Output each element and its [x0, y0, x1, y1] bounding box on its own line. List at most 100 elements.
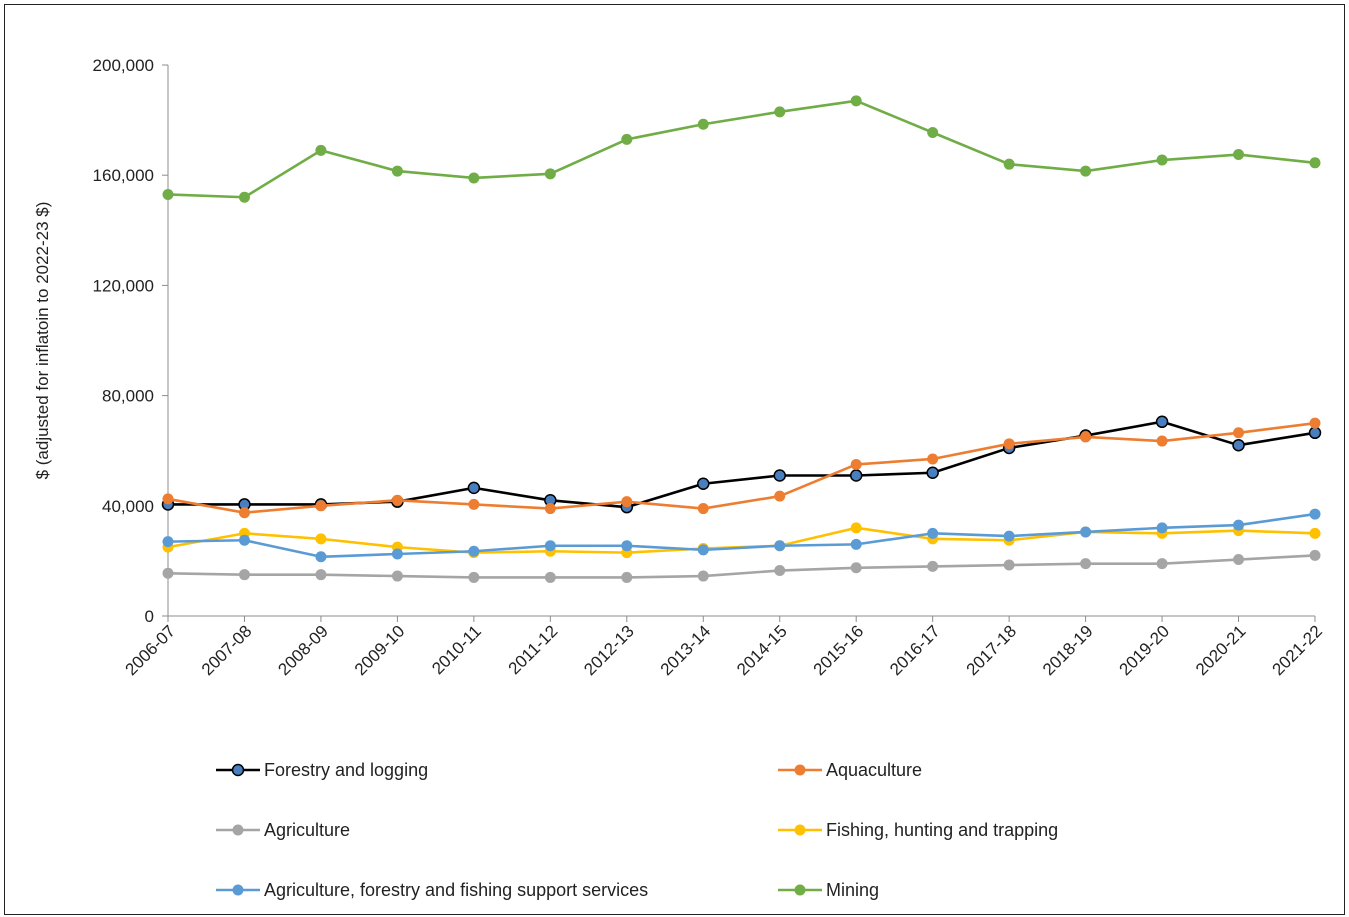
data-point[interactable] — [238, 534, 250, 546]
data-point[interactable] — [774, 106, 786, 118]
data-point[interactable] — [621, 540, 633, 552]
data-point[interactable] — [1003, 559, 1015, 571]
data-point[interactable] — [850, 562, 862, 574]
x-axis-ticks: 2006-07 2007-08 2008-09 2009-10 2010-11 2011-… — [121, 616, 1326, 679]
data-point[interactable] — [621, 133, 633, 145]
data-point[interactable] — [467, 481, 481, 495]
data-point[interactable] — [162, 567, 174, 579]
data-point[interactable] — [162, 188, 174, 200]
data-point[interactable] — [774, 490, 786, 502]
data-point[interactable] — [1309, 549, 1321, 561]
data-point[interactable] — [544, 168, 556, 180]
data-point[interactable] — [697, 118, 709, 130]
data-point[interactable] — [1003, 158, 1015, 170]
data-point[interactable] — [1155, 415, 1169, 429]
legend-marker — [232, 884, 244, 896]
legend-marker — [232, 824, 244, 836]
legend-marker — [794, 824, 806, 836]
data-point[interactable] — [1080, 165, 1092, 177]
data-point[interactable] — [1309, 508, 1321, 520]
series-mining — [162, 95, 1321, 203]
data-point[interactable] — [850, 458, 862, 470]
legend-label: Mining — [826, 880, 879, 900]
data-point[interactable] — [1232, 438, 1245, 452]
x-tick-label: 2012-13 — [580, 622, 638, 680]
legend-item: Aquaculture — [778, 760, 922, 780]
data-point[interactable] — [697, 570, 709, 582]
x-tick-label: 2019-20 — [1116, 622, 1174, 680]
y-tick-label: 80,000 — [102, 387, 154, 406]
data-point[interactable] — [391, 494, 403, 506]
x-tick-label: 2013-14 — [657, 622, 715, 680]
data-point[interactable] — [1080, 558, 1092, 570]
data-point[interactable] — [544, 503, 556, 515]
data-point[interactable] — [315, 500, 327, 512]
data-point[interactable] — [697, 477, 710, 491]
series-line — [167, 512, 1316, 559]
data-point[interactable] — [697, 544, 709, 556]
data-point[interactable] — [315, 551, 327, 563]
y-tick-label: 200,000 — [93, 56, 154, 75]
legend-marker — [794, 884, 806, 896]
data-point[interactable] — [468, 571, 480, 583]
data-point[interactable] — [1309, 527, 1321, 539]
data-point[interactable] — [1003, 530, 1015, 542]
data-point[interactable] — [927, 453, 939, 465]
data-point[interactable] — [391, 165, 403, 177]
series-line — [167, 554, 1316, 579]
series-aquaculture — [162, 417, 1321, 519]
data-point[interactable] — [391, 570, 403, 582]
data-point[interactable] — [927, 126, 939, 138]
y-tick-label: 120,000 — [93, 276, 154, 295]
data-point[interactable] — [315, 533, 327, 545]
data-point[interactable] — [544, 540, 556, 552]
data-point[interactable] — [850, 522, 862, 534]
data-point[interactable] — [850, 95, 862, 107]
data-point[interactable] — [1309, 157, 1321, 169]
data-point[interactable] — [1156, 558, 1168, 570]
data-point[interactable] — [1003, 438, 1015, 450]
series-line — [167, 421, 1316, 514]
data-point[interactable] — [850, 538, 862, 550]
data-point[interactable] — [544, 571, 556, 583]
series-line — [167, 99, 1316, 199]
data-point[interactable] — [927, 527, 939, 539]
y-tick-label: 0 — [145, 607, 154, 626]
data-point[interactable] — [1156, 154, 1168, 166]
data-point[interactable] — [1233, 427, 1245, 439]
data-point[interactable] — [774, 540, 786, 552]
data-point[interactable] — [238, 569, 250, 581]
data-point[interactable] — [1233, 554, 1245, 566]
legend-item: Agriculture — [216, 820, 350, 840]
data-point[interactable] — [238, 191, 250, 203]
data-point[interactable] — [1308, 426, 1322, 440]
data-point[interactable] — [927, 560, 939, 572]
legend-item: Mining — [778, 880, 879, 900]
data-point[interactable] — [621, 571, 633, 583]
data-point[interactable] — [774, 565, 786, 577]
axes — [167, 65, 1315, 617]
data-point[interactable] — [849, 469, 863, 482]
data-point[interactable] — [238, 507, 250, 519]
data-point[interactable] — [1156, 522, 1168, 534]
data-point[interactable] — [162, 493, 174, 505]
data-point[interactable] — [468, 545, 480, 557]
data-point[interactable] — [1309, 417, 1321, 429]
data-point[interactable] — [1080, 526, 1092, 538]
data-point[interactable] — [773, 469, 786, 482]
data-point[interactable] — [697, 503, 709, 515]
data-point[interactable] — [1156, 435, 1168, 447]
x-tick-label: 2011-12 — [505, 622, 562, 679]
data-point[interactable] — [315, 569, 327, 581]
data-point[interactable] — [468, 498, 480, 510]
data-point[interactable] — [315, 144, 327, 156]
data-point[interactable] — [1080, 431, 1092, 443]
data-point[interactable] — [468, 172, 480, 184]
data-point[interactable] — [162, 536, 174, 548]
data-point[interactable] — [621, 496, 633, 508]
data-point[interactable] — [1233, 149, 1245, 161]
data-point[interactable] — [391, 548, 403, 560]
data-point[interactable] — [926, 466, 939, 479]
series-layer — [161, 95, 1322, 583]
data-point[interactable] — [1233, 519, 1245, 531]
